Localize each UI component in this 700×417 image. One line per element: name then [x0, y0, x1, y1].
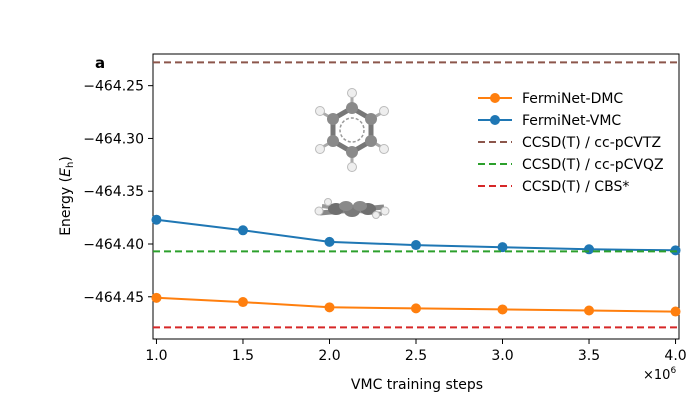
y-tick-label: −464.25 — [83, 79, 144, 95]
x-tick-label: 4.0 — [664, 348, 686, 364]
legend-marker — [490, 115, 500, 125]
data-point-ferminet-dmc — [324, 302, 335, 313]
x-tick-label: 3.0 — [491, 348, 513, 364]
data-point-ferminet-dmc — [497, 304, 508, 315]
panel-label: a — [95, 54, 105, 72]
y-label-close: ) — [58, 156, 74, 161]
legend: FermiNet-DMC FermiNet-VMC CCSD(T) / cc-pCV… — [478, 91, 664, 195]
series-layer — [151, 61, 681, 329]
benzene-top-view-icon — [315, 88, 389, 172]
x-tick-label: 1.0 — [145, 348, 167, 364]
data-point-ferminet-vmc — [670, 245, 681, 256]
data-point-ferminet-dmc — [237, 297, 248, 308]
data-point-ferminet-vmc — [497, 242, 508, 253]
legend-label: CCSD(T) / cc-pCVTZ — [522, 135, 661, 151]
y-label-var: E — [58, 168, 74, 177]
data-point-ferminet-dmc — [411, 303, 421, 314]
data-point-ferminet-dmc — [670, 306, 681, 317]
x-multiplier-base: ×10 — [643, 368, 670, 383]
y-tick-label: −464.40 — [83, 237, 144, 253]
y-tick-label: −464.30 — [83, 131, 144, 147]
x-axis-ticks: 1.0 1.5 2.0 2.5 3.0 3.5 4.0 — [145, 339, 687, 364]
x-tick-label: 1.5 — [232, 348, 254, 364]
x-tick-label: 2.0 — [318, 348, 340, 364]
data-point-ferminet-vmc — [151, 214, 162, 225]
benzene-side-view-icon — [314, 198, 390, 219]
x-tick-label: 2.5 — [405, 348, 427, 364]
x-axis-label: VMC training steps — [351, 377, 483, 393]
data-point-ferminet-vmc — [237, 225, 248, 236]
y-axis-ticks: −464.25 −464.30 −464.35 −464.40 −464.45 — [83, 79, 153, 306]
data-point-ferminet-vmc — [324, 236, 335, 247]
y-label-sub: h — [65, 162, 76, 168]
y-label-prefix: Energy ( — [58, 177, 74, 236]
data-point-ferminet-dmc — [151, 292, 162, 303]
legend-label: FermiNet-VMC — [522, 113, 621, 129]
legend-label: CCSD(T) / CBS* — [522, 179, 629, 195]
data-point-ferminet-dmc — [584, 305, 595, 316]
y-tick-label: −464.45 — [83, 290, 144, 306]
x-axis-multiplier: ×106 — [643, 366, 676, 383]
x-multiplier-exponent: 6 — [670, 366, 676, 376]
legend-label: CCSD(T) / cc-pCVQZ — [522, 157, 664, 173]
y-tick-label: −464.35 — [83, 184, 144, 200]
data-point-ferminet-vmc — [584, 244, 595, 255]
data-point-ferminet-vmc — [411, 240, 421, 251]
x-tick-label: 3.5 — [578, 348, 600, 364]
legend-label: FermiNet-DMC — [522, 91, 623, 107]
y-axis-label: Energy (Eh) — [58, 156, 76, 236]
legend-marker — [490, 93, 500, 103]
